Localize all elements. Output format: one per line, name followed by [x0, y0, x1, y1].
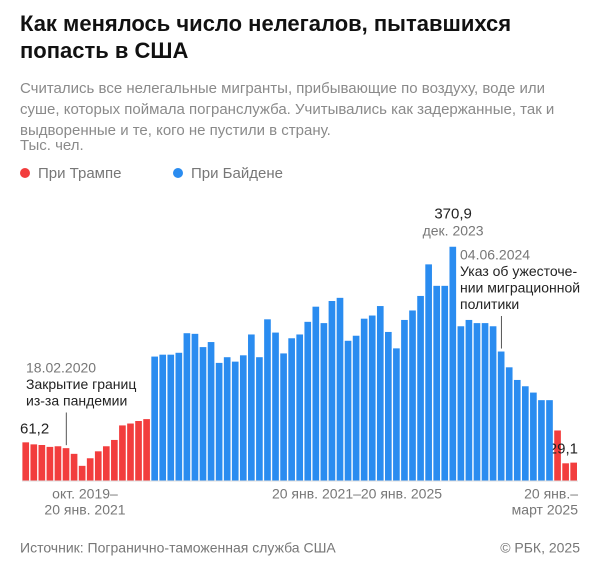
chart-subtitle: Считались все нелегальные мигранты, приб… — [20, 80, 555, 139]
bar — [38, 445, 46, 481]
bar — [473, 323, 481, 481]
bar — [86, 458, 94, 481]
bar — [62, 448, 70, 481]
bar — [393, 348, 400, 481]
bar — [54, 446, 62, 481]
bar — [489, 326, 497, 481]
bar — [280, 353, 287, 481]
bar — [102, 446, 110, 481]
bar — [336, 297, 344, 481]
peak-note: дек. 2023 — [423, 222, 484, 238]
period-label: март 2025 — [512, 502, 579, 518]
bar — [457, 326, 465, 481]
bar — [409, 310, 416, 481]
bar — [94, 451, 102, 481]
chart-title: Как менялось число нелегалов, пытавшихся… — [20, 11, 512, 63]
legend-marker — [20, 168, 30, 178]
period-label: 20 янв.– — [524, 486, 578, 502]
bar — [304, 321, 312, 481]
bar — [546, 400, 553, 481]
annotation-text: политики — [460, 296, 519, 312]
bar — [505, 367, 513, 481]
bar — [256, 357, 263, 481]
bar — [127, 423, 134, 481]
bar — [513, 379, 521, 481]
bar — [111, 439, 118, 481]
legend-label: При Байдене — [191, 165, 283, 182]
legend-label: При Трампе — [38, 165, 121, 182]
bar — [296, 334, 304, 481]
bar — [272, 332, 279, 481]
bar — [151, 356, 158, 481]
bar — [119, 425, 126, 481]
bar — [401, 319, 408, 481]
credit: © РБК, 2025 — [500, 540, 580, 556]
unit-label: Тыс. чел. — [20, 137, 84, 154]
bar — [288, 338, 295, 481]
value-label: 61,2 — [20, 420, 49, 437]
period-label: 20 янв. 2021 — [44, 502, 125, 518]
period-label: 20 янв. 2021–20 янв. 2025 — [272, 486, 442, 502]
annotation-text: Закрытие границ — [26, 376, 136, 392]
bar — [248, 334, 255, 481]
bar — [264, 319, 271, 481]
bar — [530, 392, 537, 481]
bar — [183, 333, 191, 481]
bar — [570, 462, 577, 481]
bar — [215, 362, 223, 481]
source: Источник: Пограничнo-таможенная служба С… — [20, 540, 336, 556]
bar — [231, 361, 239, 481]
bar — [449, 246, 457, 481]
bar — [320, 323, 328, 481]
annotation-text: 18.02.2020 — [26, 360, 96, 376]
annotation-text: Указ об ужесточе- — [460, 263, 577, 279]
bar — [239, 355, 247, 481]
bar — [360, 318, 368, 481]
bar — [385, 331, 392, 481]
bar — [143, 419, 150, 481]
bar — [175, 352, 183, 481]
bar — [352, 335, 360, 481]
bar — [521, 386, 529, 481]
bar — [441, 285, 449, 481]
bar — [497, 351, 505, 481]
bar — [199, 347, 207, 481]
bar — [167, 354, 175, 481]
annotation-text: 04.06.2024 — [460, 247, 530, 263]
bar — [376, 306, 384, 481]
bar — [425, 264, 432, 481]
annotation-text: нии миграционной — [460, 280, 580, 296]
legend-marker — [173, 168, 183, 178]
bar — [46, 446, 54, 481]
bar — [481, 323, 489, 481]
bar — [554, 430, 561, 481]
bar — [417, 295, 424, 481]
bar — [344, 340, 352, 481]
bar — [465, 319, 473, 481]
bar — [30, 444, 38, 481]
bar — [433, 285, 441, 481]
bar — [191, 333, 199, 481]
bar — [207, 342, 215, 481]
bar — [78, 465, 86, 481]
bar — [135, 421, 142, 481]
period-label: окт. 2019– — [52, 486, 118, 502]
bar — [22, 442, 30, 481]
bar — [70, 453, 78, 481]
annotation-text: из-за пандемии — [26, 393, 127, 409]
bar — [159, 354, 167, 481]
value-label: 29,1 — [549, 441, 578, 458]
bar — [562, 463, 569, 481]
value-label: 370,9 — [434, 206, 472, 223]
bar — [368, 315, 376, 481]
bar — [328, 301, 336, 481]
bar — [223, 357, 231, 481]
bar — [538, 400, 545, 481]
bar — [312, 306, 320, 481]
